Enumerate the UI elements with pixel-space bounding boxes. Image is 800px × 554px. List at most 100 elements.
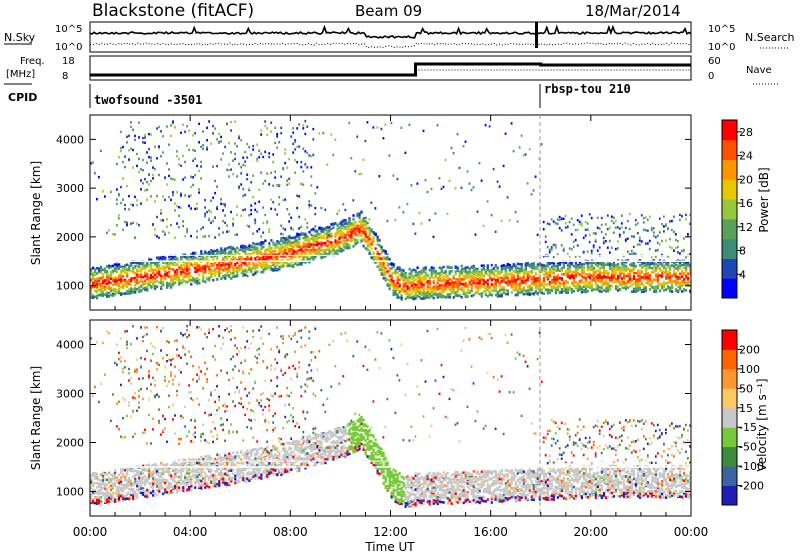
scatter-cell (194, 157, 196, 160)
scatter-cell (106, 286, 109, 289)
scatter-cell (532, 264, 535, 267)
scatter-cell (184, 266, 187, 270)
scatter-cell (324, 243, 327, 247)
scatter-cell (240, 267, 243, 271)
scatter-cell (96, 272, 99, 275)
scatter-cell (474, 286, 477, 289)
scatter-cell (124, 284, 127, 288)
scatter-cell (264, 258, 267, 261)
scatter-cell (510, 281, 513, 284)
scatter-cell (180, 264, 183, 268)
scatter-cell (302, 258, 305, 262)
scatter-cell (426, 190, 429, 194)
scatter-cell (328, 249, 331, 253)
scatter-cell (626, 268, 630, 271)
scatter-cell (480, 278, 483, 281)
scatter-cell (210, 271, 213, 275)
scatter-cell (118, 288, 121, 291)
scatter-cell (508, 268, 511, 272)
scatter-cell (640, 214, 643, 217)
scatter-cell (446, 282, 449, 285)
scatter-cell (376, 255, 379, 259)
scatter-cell (298, 245, 301, 248)
scatter-cell (418, 288, 421, 292)
scatter-cell (222, 203, 224, 206)
scatter-cell (290, 244, 293, 248)
scatter-cell (262, 258, 265, 261)
scatter-cell (124, 207, 126, 211)
scatter-cell (130, 277, 133, 280)
scatter-cell (366, 240, 369, 243)
scatter-cell (112, 287, 115, 291)
scatter-cell (252, 266, 255, 270)
scatter-cell (414, 270, 417, 274)
scatter-cell (648, 247, 651, 251)
scatter-cell (164, 198, 166, 201)
scatter-cell (640, 240, 643, 243)
scatter-cell (364, 216, 367, 220)
scatter-cell (356, 228, 359, 232)
scatter-cell (102, 281, 105, 284)
scatter-cell (360, 221, 363, 224)
scatter-cell (180, 131, 182, 134)
scatter-cell (154, 168, 156, 171)
scatter-cell (548, 288, 551, 292)
scatter-cell (612, 221, 615, 225)
scatter-cell (496, 272, 499, 276)
scatter-cell (376, 250, 379, 254)
scatter-cell (294, 250, 297, 254)
scatter-cell (556, 263, 559, 267)
scatter-cell (636, 289, 640, 292)
scatter-cell (667, 255, 669, 258)
scatter-cell (400, 273, 403, 276)
scatter-cell (600, 263, 603, 266)
scatter-cell (444, 282, 447, 285)
scatter-cell (476, 291, 479, 294)
scatter-cell (256, 157, 259, 161)
scatter-cell (180, 279, 183, 282)
scatter-cell (372, 126, 375, 129)
scatter-cell (256, 210, 259, 213)
scatter-cell (122, 267, 125, 270)
scatter-cell (602, 275, 606, 278)
scatter-cell (102, 289, 105, 293)
scatter-cell (278, 203, 281, 206)
scatter-cell (302, 256, 305, 260)
scatter-cell (548, 273, 551, 277)
scatter-cell (476, 271, 479, 274)
scatter-cell (496, 266, 499, 269)
scatter-cell (278, 242, 281, 246)
scatter-cell (494, 265, 497, 268)
scatter-cell (550, 289, 553, 292)
scatter-cell (174, 254, 177, 258)
scatter-cell (278, 196, 281, 199)
scatter-cell (642, 288, 646, 291)
scatter-cell (288, 213, 291, 216)
scatter-cell (416, 290, 419, 294)
scatter-cell (196, 266, 199, 270)
scatter-cell (258, 257, 261, 260)
scatter-cell (332, 223, 335, 226)
scatter-cell (158, 264, 161, 267)
scatter-cell (146, 180, 148, 184)
scatter-cell (188, 268, 191, 271)
scatter-cell (626, 250, 629, 253)
scatter-cell (264, 267, 267, 271)
scatter-cell (496, 270, 499, 273)
scatter-cell (136, 199, 138, 202)
scatter-cell (482, 285, 485, 289)
scatter-cell (620, 286, 624, 289)
scatter-cell (346, 221, 349, 225)
scatter-cell (506, 276, 509, 280)
scatter-cell (150, 286, 153, 289)
scatter-cell (230, 253, 233, 256)
scatter-cell (136, 222, 138, 225)
scatter-cell (665, 282, 668, 285)
scatter-cell (242, 156, 245, 159)
scatter-cell (290, 135, 293, 138)
scatter-cell (100, 149, 102, 153)
scatter-cell (472, 293, 475, 297)
scatter-cell (677, 289, 680, 293)
scatter-cell (602, 283, 606, 286)
scatter-cell (260, 235, 263, 238)
